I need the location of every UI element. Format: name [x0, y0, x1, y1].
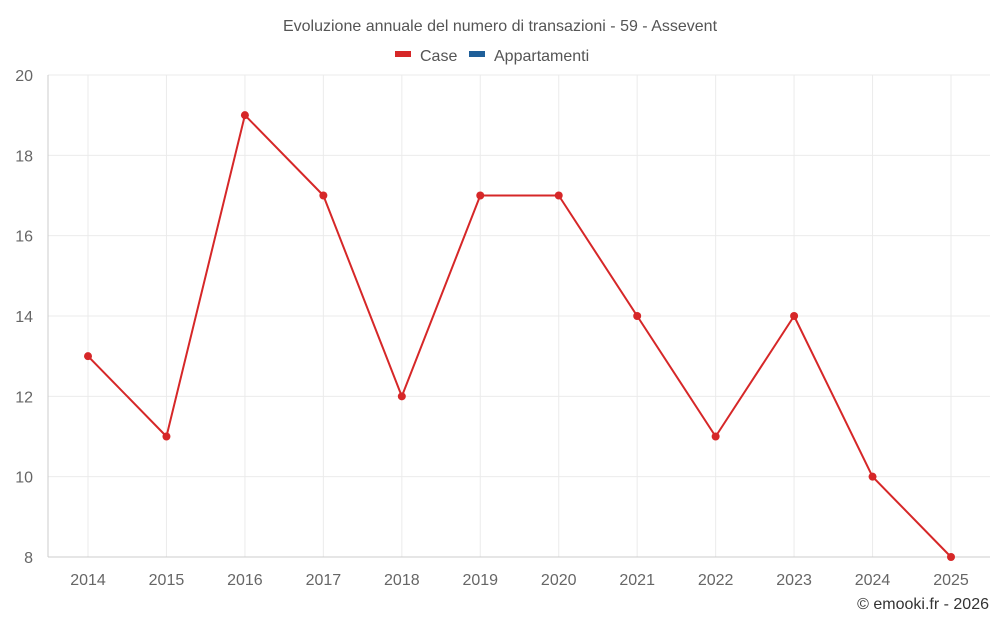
- x-tick-label: 2024: [855, 572, 891, 589]
- x-tick-label: 2025: [933, 572, 969, 589]
- series-line-case: [87, 114, 952, 558]
- data-point[interactable]: [476, 191, 485, 200]
- legend[interactable]: Case Appartamenti: [395, 48, 589, 65]
- data-point[interactable]: [84, 352, 92, 361]
- legend-item-appartamenti[interactable]: Appartamenti: [469, 48, 589, 65]
- chart-title: Evoluzione annuale del numero di transaz…: [283, 18, 718, 35]
- axes: 8 10 12 14 16 18 20 2014 2015 2016 2017 2018 2019 202…: [15, 68, 990, 589]
- data-point[interactable]: [240, 111, 249, 120]
- data-point[interactable]: [162, 432, 171, 441]
- series-layer: [84, 111, 955, 561]
- grid: [48, 74, 990, 558]
- data-point[interactable]: [790, 312, 799, 320]
- legend-label-appartamenti: Appartamenti: [494, 48, 589, 65]
- x-tick-label: 2016: [227, 572, 263, 589]
- x-tick-label: 2021: [619, 572, 655, 589]
- y-tick-label: 20: [15, 68, 33, 85]
- legend-label-case: Case: [420, 48, 457, 65]
- data-point[interactable]: [319, 191, 328, 200]
- credit-text: © emooki.fr - 2026: [857, 596, 989, 613]
- x-tick-label: 2017: [306, 572, 342, 589]
- legend-item-case[interactable]: Case: [395, 48, 457, 65]
- data-point[interactable]: [397, 392, 406, 401]
- y-tick-label: 8: [24, 550, 33, 567]
- data-point[interactable]: [868, 472, 877, 481]
- legend-swatch-appartamenti: [469, 51, 485, 57]
- y-tick-label: 12: [15, 389, 33, 406]
- x-tick-label: 2019: [462, 572, 498, 589]
- y-tick-label: 14: [15, 309, 33, 326]
- x-tick-label: 2014: [70, 572, 106, 589]
- y-tick-label: 16: [15, 229, 33, 246]
- x-tick-label: 2023: [776, 572, 812, 589]
- data-point[interactable]: [633, 312, 642, 320]
- x-tick-label: 2015: [149, 572, 185, 589]
- x-tick-label: 2020: [541, 572, 577, 589]
- y-tick-label: 18: [15, 148, 33, 165]
- data-point[interactable]: [554, 191, 563, 200]
- data-point[interactable]: [947, 553, 955, 561]
- legend-swatch-case: [395, 51, 411, 57]
- y-tick-label: 10: [15, 470, 33, 487]
- x-tick-label: 2018: [384, 572, 420, 589]
- data-point[interactable]: [711, 432, 720, 441]
- x-tick-label: 2022: [698, 572, 734, 589]
